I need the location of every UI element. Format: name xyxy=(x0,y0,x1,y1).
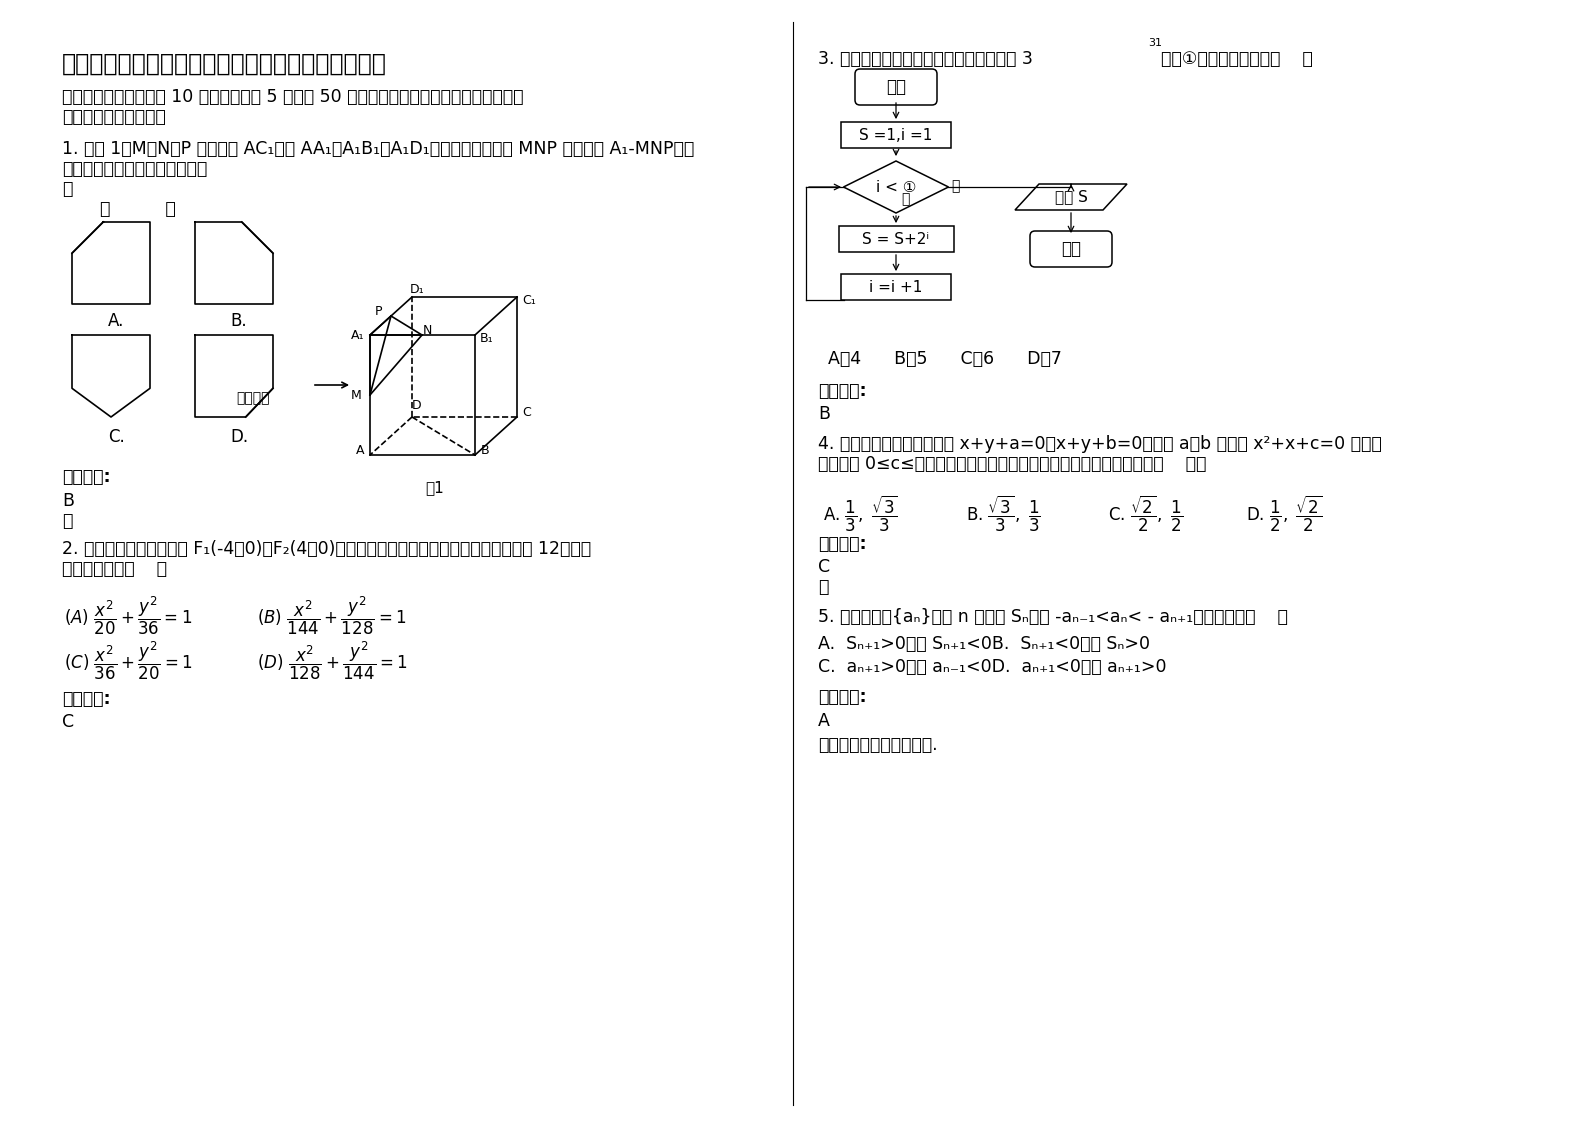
Text: 否: 否 xyxy=(951,180,960,193)
Text: D. $\dfrac{1}{2},\ \dfrac{\sqrt{2}}{2}$: D. $\dfrac{1}{2},\ \dfrac{\sqrt{2}}{2}$ xyxy=(1246,494,1322,534)
Text: 参考答案:: 参考答案: xyxy=(817,381,867,401)
Text: C: C xyxy=(62,712,75,732)
Text: B. $\dfrac{\sqrt{3}}{3},\ \dfrac{1}{3}$: B. $\dfrac{\sqrt{3}}{3},\ \dfrac{1}{3}$ xyxy=(966,494,1041,534)
Text: B₁: B₁ xyxy=(481,331,494,344)
Text: 略: 略 xyxy=(62,512,73,530)
Text: C₁: C₁ xyxy=(522,294,536,306)
FancyBboxPatch shape xyxy=(855,68,936,105)
Text: 一、选择题：本大题共 10 小题，每小题 5 分，共 50 分。在每小题给出的四个选项中，只有: 一、选择题：本大题共 10 小题，每小题 5 分，共 50 分。在每小题给出的四… xyxy=(62,88,524,105)
Text: 是: 是 xyxy=(901,192,909,206)
Text: 结束: 结束 xyxy=(1062,240,1081,258)
Text: C: C xyxy=(817,558,830,576)
Text: $(A)\ \dfrac{x^2}{20}+\dfrac{y^2}{36}=1$: $(A)\ \dfrac{x^2}{20}+\dfrac{y^2}{36}=1$ xyxy=(63,595,192,637)
Text: C.  aₙ₊₁>0，且 aₙ₋₁<0D.  aₙ₊₁<0，且 aₙ₊₁>0: C. aₙ₊₁>0，且 aₙ₋₁<0D. aₙ₊₁<0，且 aₙ₊₁>0 xyxy=(817,657,1166,675)
Text: 开始: 开始 xyxy=(886,79,906,96)
Text: 实根，且 0≤c≤，则这两条直线之间的距离的最大值和最小值分别是（    ）．: 实根，且 0≤c≤，则这两条直线之间的距离的最大值和最小值分别是（ ）． xyxy=(817,456,1206,473)
Text: 输出 S: 输出 S xyxy=(1055,190,1087,204)
Text: 剩余几何体的侧视图（左视图）: 剩余几何体的侧视图（左视图） xyxy=(62,160,208,178)
Text: B: B xyxy=(817,405,830,423)
Text: 5. 设等差数列{aₙ}的前 n 项和为 Sₙ，若 -aₙ₋₁<aₙ< - aₙ₊₁，则必定有（    ）: 5. 设等差数列{aₙ}的前 n 项和为 Sₙ，若 -aₙ₋₁<aₙ< - aₙ… xyxy=(817,608,1289,626)
Text: B: B xyxy=(62,493,75,511)
Text: （          ）: （ ） xyxy=(100,200,176,218)
Text: S =1,i =1: S =1,i =1 xyxy=(859,128,933,142)
Text: 4. 设两条直线的方程分别为 x+y+a=0，x+y+b=0，已知 a，b 是方程 x²+x+c=0 的两个: 4. 设两条直线的方程分别为 x+y+a=0，x+y+b=0，已知 a，b 是方… xyxy=(817,435,1382,453)
Text: 参考答案:: 参考答案: xyxy=(62,468,111,486)
Text: A: A xyxy=(817,712,830,730)
Text: A.: A. xyxy=(108,312,124,330)
Text: 3. 阅读右侧程序框图，为使输出的数据为 3: 3. 阅读右侧程序框图，为使输出的数据为 3 xyxy=(817,50,1033,68)
Text: D: D xyxy=(413,398,422,412)
Text: D₁: D₁ xyxy=(409,283,424,295)
Text: 31: 31 xyxy=(1147,38,1162,48)
Text: 1. 如图 1，M、N、P 为正方体 AC₁的棱 AA₁、A₁B₁、A₁D₁的中点，现沿截面 MNP 切去锥体 A₁-MNP，则: 1. 如图 1，M、N、P 为正方体 AC₁的棱 AA₁、A₁B₁、A₁D₁的中… xyxy=(62,140,694,158)
Text: A. $\dfrac{1}{3},\ \dfrac{\sqrt{3}}{3}$: A. $\dfrac{1}{3},\ \dfrac{\sqrt{3}}{3}$ xyxy=(824,494,898,534)
Text: D.: D. xyxy=(230,427,248,447)
Text: $(D)\ \dfrac{x^2}{128}+\dfrac{y^2}{144}=1$: $(D)\ \dfrac{x^2}{128}+\dfrac{y^2}{144}=… xyxy=(257,640,408,682)
FancyBboxPatch shape xyxy=(838,226,954,252)
Text: i < ①: i < ① xyxy=(876,180,916,194)
Text: 椭圆的方程为（    ）: 椭圆的方程为（ ） xyxy=(62,560,167,578)
Text: C. $\dfrac{\sqrt{2}}{2},\ \dfrac{1}{2}$: C. $\dfrac{\sqrt{2}}{2},\ \dfrac{1}{2}$ xyxy=(1108,494,1184,534)
Text: 图1: 图1 xyxy=(425,480,444,495)
Text: S = S+2ⁱ: S = S+2ⁱ xyxy=(862,231,930,247)
Text: C: C xyxy=(522,405,532,419)
Text: N: N xyxy=(422,323,432,337)
Text: 福建省龙岩市矿务局中学高二数学理联考试题含解析: 福建省龙岩市矿务局中学高二数学理联考试题含解析 xyxy=(62,52,387,76)
Text: 是一个符合题目要求的: 是一个符合题目要求的 xyxy=(62,108,165,126)
Text: A₁: A₁ xyxy=(351,329,365,341)
Text: P: P xyxy=(375,304,382,318)
Text: 略: 略 xyxy=(817,578,828,596)
FancyBboxPatch shape xyxy=(841,274,951,300)
Text: 参考答案:: 参考答案: xyxy=(817,688,867,706)
Text: B: B xyxy=(481,443,489,457)
Text: $(C)\ \dfrac{x^2}{36}+\dfrac{y^2}{20}=1$: $(C)\ \dfrac{x^2}{36}+\dfrac{y^2}{20}=1$ xyxy=(63,640,192,682)
Text: 【考点】等差数列的性质.: 【考点】等差数列的性质. xyxy=(817,736,938,754)
FancyBboxPatch shape xyxy=(1030,231,1112,267)
Text: A．4      B．5      C．6      D．7: A．4 B．5 C．6 D．7 xyxy=(828,350,1062,368)
Text: M: M xyxy=(351,388,362,402)
Text: ，则①处应填的数字为（    ）: ，则①处应填的数字为（ ） xyxy=(1162,50,1312,68)
Text: 参考答案:: 参考答案: xyxy=(62,690,111,708)
Text: 侧视方向: 侧视方向 xyxy=(236,390,270,405)
Text: 2. 椭圆的两个焦点分别是 F₁(-4，0)，F₂(4，0)，且椭圆上任意一点到两焦点的距离之和为 12，则此: 2. 椭圆的两个焦点分别是 F₁(-4，0)，F₂(4，0)，且椭圆上任意一点到… xyxy=(62,540,590,558)
Text: A.  Sₙ₊₁>0，且 Sₙ₊₁<0B.  Sₙ₊₁<0，且 Sₙ>0: A. Sₙ₊₁>0，且 Sₙ₊₁<0B. Sₙ₊₁<0，且 Sₙ>0 xyxy=(817,635,1151,653)
Text: C.: C. xyxy=(108,427,125,447)
Text: 为: 为 xyxy=(62,180,73,197)
Text: A: A xyxy=(355,443,365,457)
Text: i =i +1: i =i +1 xyxy=(870,279,922,294)
Text: $(B)\ \dfrac{x^2}{144}+\dfrac{y^2}{128}=1$: $(B)\ \dfrac{x^2}{144}+\dfrac{y^2}{128}=… xyxy=(257,595,406,637)
Text: B.: B. xyxy=(230,312,246,330)
Text: 参考答案:: 参考答案: xyxy=(817,535,867,553)
FancyBboxPatch shape xyxy=(841,122,951,148)
